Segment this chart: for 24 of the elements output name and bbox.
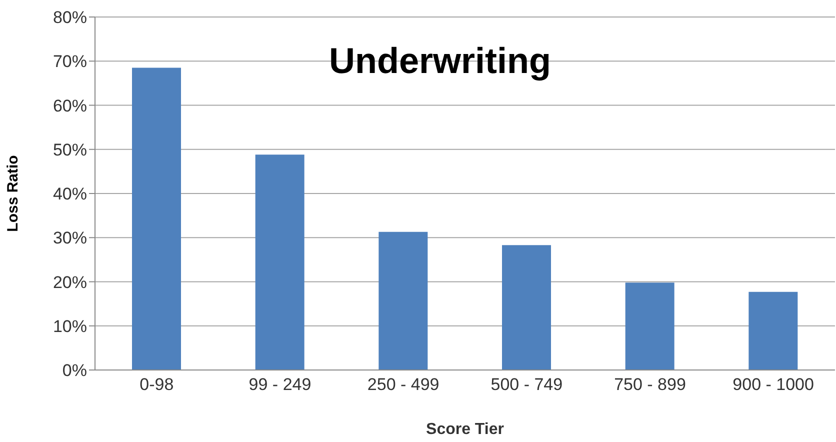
bar — [378, 232, 428, 370]
y-axis-title: Loss Ratio — [4, 155, 22, 232]
y-tick-label: 0% — [62, 361, 87, 380]
bar — [255, 154, 304, 370]
y-tick-label: 10% — [52, 316, 87, 336]
y-tick-label: 20% — [52, 272, 87, 292]
y-tick-label: 50% — [52, 140, 87, 160]
y-tick-label: 60% — [52, 96, 87, 116]
x-tick-label: 750 - 899 — [614, 375, 686, 394]
bar — [132, 68, 181, 370]
y-tick-label: 40% — [52, 184, 87, 204]
y-tick-label: 80% — [52, 8, 87, 28]
x-tick-label: 0-98 — [140, 375, 174, 394]
x-tick-label: 99 - 249 — [248, 375, 312, 394]
bar — [748, 292, 798, 370]
y-tick-label: 30% — [52, 228, 87, 248]
x-axis-title: Score Tier — [426, 421, 504, 438]
text: Underwriting — [328, 40, 552, 82]
bar — [502, 245, 551, 370]
bar — [625, 282, 674, 370]
x-tick-label: 900 - 1000 — [732, 375, 814, 394]
x-tick-label: 250 - 499 — [367, 375, 440, 394]
y-tick-label: 70% — [52, 52, 87, 72]
x-tick-label: 500 - 749 — [490, 375, 563, 394]
